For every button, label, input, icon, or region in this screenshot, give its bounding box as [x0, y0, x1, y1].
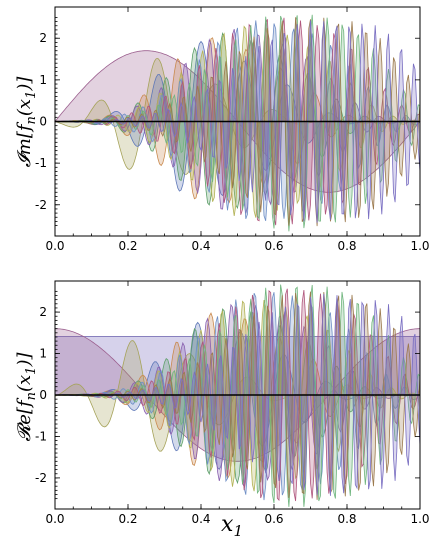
imaginary-part-panel: 0.0 0.2 0.4 0.6 0.8 1.0 -2 -1 0 1 2 𝓘m[fn(x1)]	[14, 6, 430, 253]
real-series-12	[54, 293, 421, 496]
imaginary-x-tick-label-1: 0.2	[118, 239, 137, 253]
real-x-tick-label-0: 0.0	[45, 512, 64, 526]
imaginary-x-tick-label-2: 0.4	[191, 239, 210, 253]
real-y-tick-label-4: 2	[39, 305, 47, 319]
imaginary-y-tick-label-2: 0	[39, 115, 47, 129]
real-x-tick-label-4: 0.8	[337, 512, 356, 526]
imaginary-y-tick-label-3: 1	[39, 73, 47, 87]
imaginary-y-tick-label-1: -1	[35, 156, 47, 170]
imaginary-y-tick-label-4: 2	[39, 31, 47, 45]
imaginary-x-tick-label-0: 0.0	[45, 239, 64, 253]
real-x-tick-label-2: 0.4	[191, 512, 210, 526]
real-axis-ticks: 0.0 0.2 0.4 0.6 0.8 1.0 -2 -1 0 1 2	[35, 281, 430, 526]
imaginary-y-tick-label-0: -2	[35, 198, 47, 212]
real-part-panel: 0.0 0.2 0.4 0.6 0.8 1.0 -2 -1 0 1 2 𝓡e[fn(x1)]	[14, 280, 430, 526]
real-x-tick-label-5: 1.0	[410, 512, 429, 526]
real-y-axis-label: 𝓡e[fn(x1)]	[14, 352, 39, 442]
real-y-tick-label-3: 1	[39, 347, 47, 361]
imaginary-axis-ticks: 0.0 0.2 0.4 0.6 0.8 1.0 -2 -1 0 1 2	[35, 7, 430, 253]
real-x-tick-label-1: 0.2	[118, 512, 137, 526]
imaginary-x-tick-label-3: 0.6	[264, 239, 283, 253]
imaginary-x-tick-label-4: 0.8	[337, 239, 356, 253]
real-y-tick-label-0: -2	[35, 471, 47, 485]
imaginary-series-11	[54, 17, 421, 227]
imaginary-y-axis-label: 𝓘m[fn(x1)]	[14, 76, 39, 168]
x-axis-label: x1	[221, 512, 243, 539]
real-y-tick-label-2: 0	[39, 388, 47, 402]
real-x-tick-label-3: 0.6	[264, 512, 283, 526]
real-y-tick-label-1: -1	[35, 429, 47, 443]
imaginary-x-tick-label-5: 1.0	[410, 239, 429, 253]
